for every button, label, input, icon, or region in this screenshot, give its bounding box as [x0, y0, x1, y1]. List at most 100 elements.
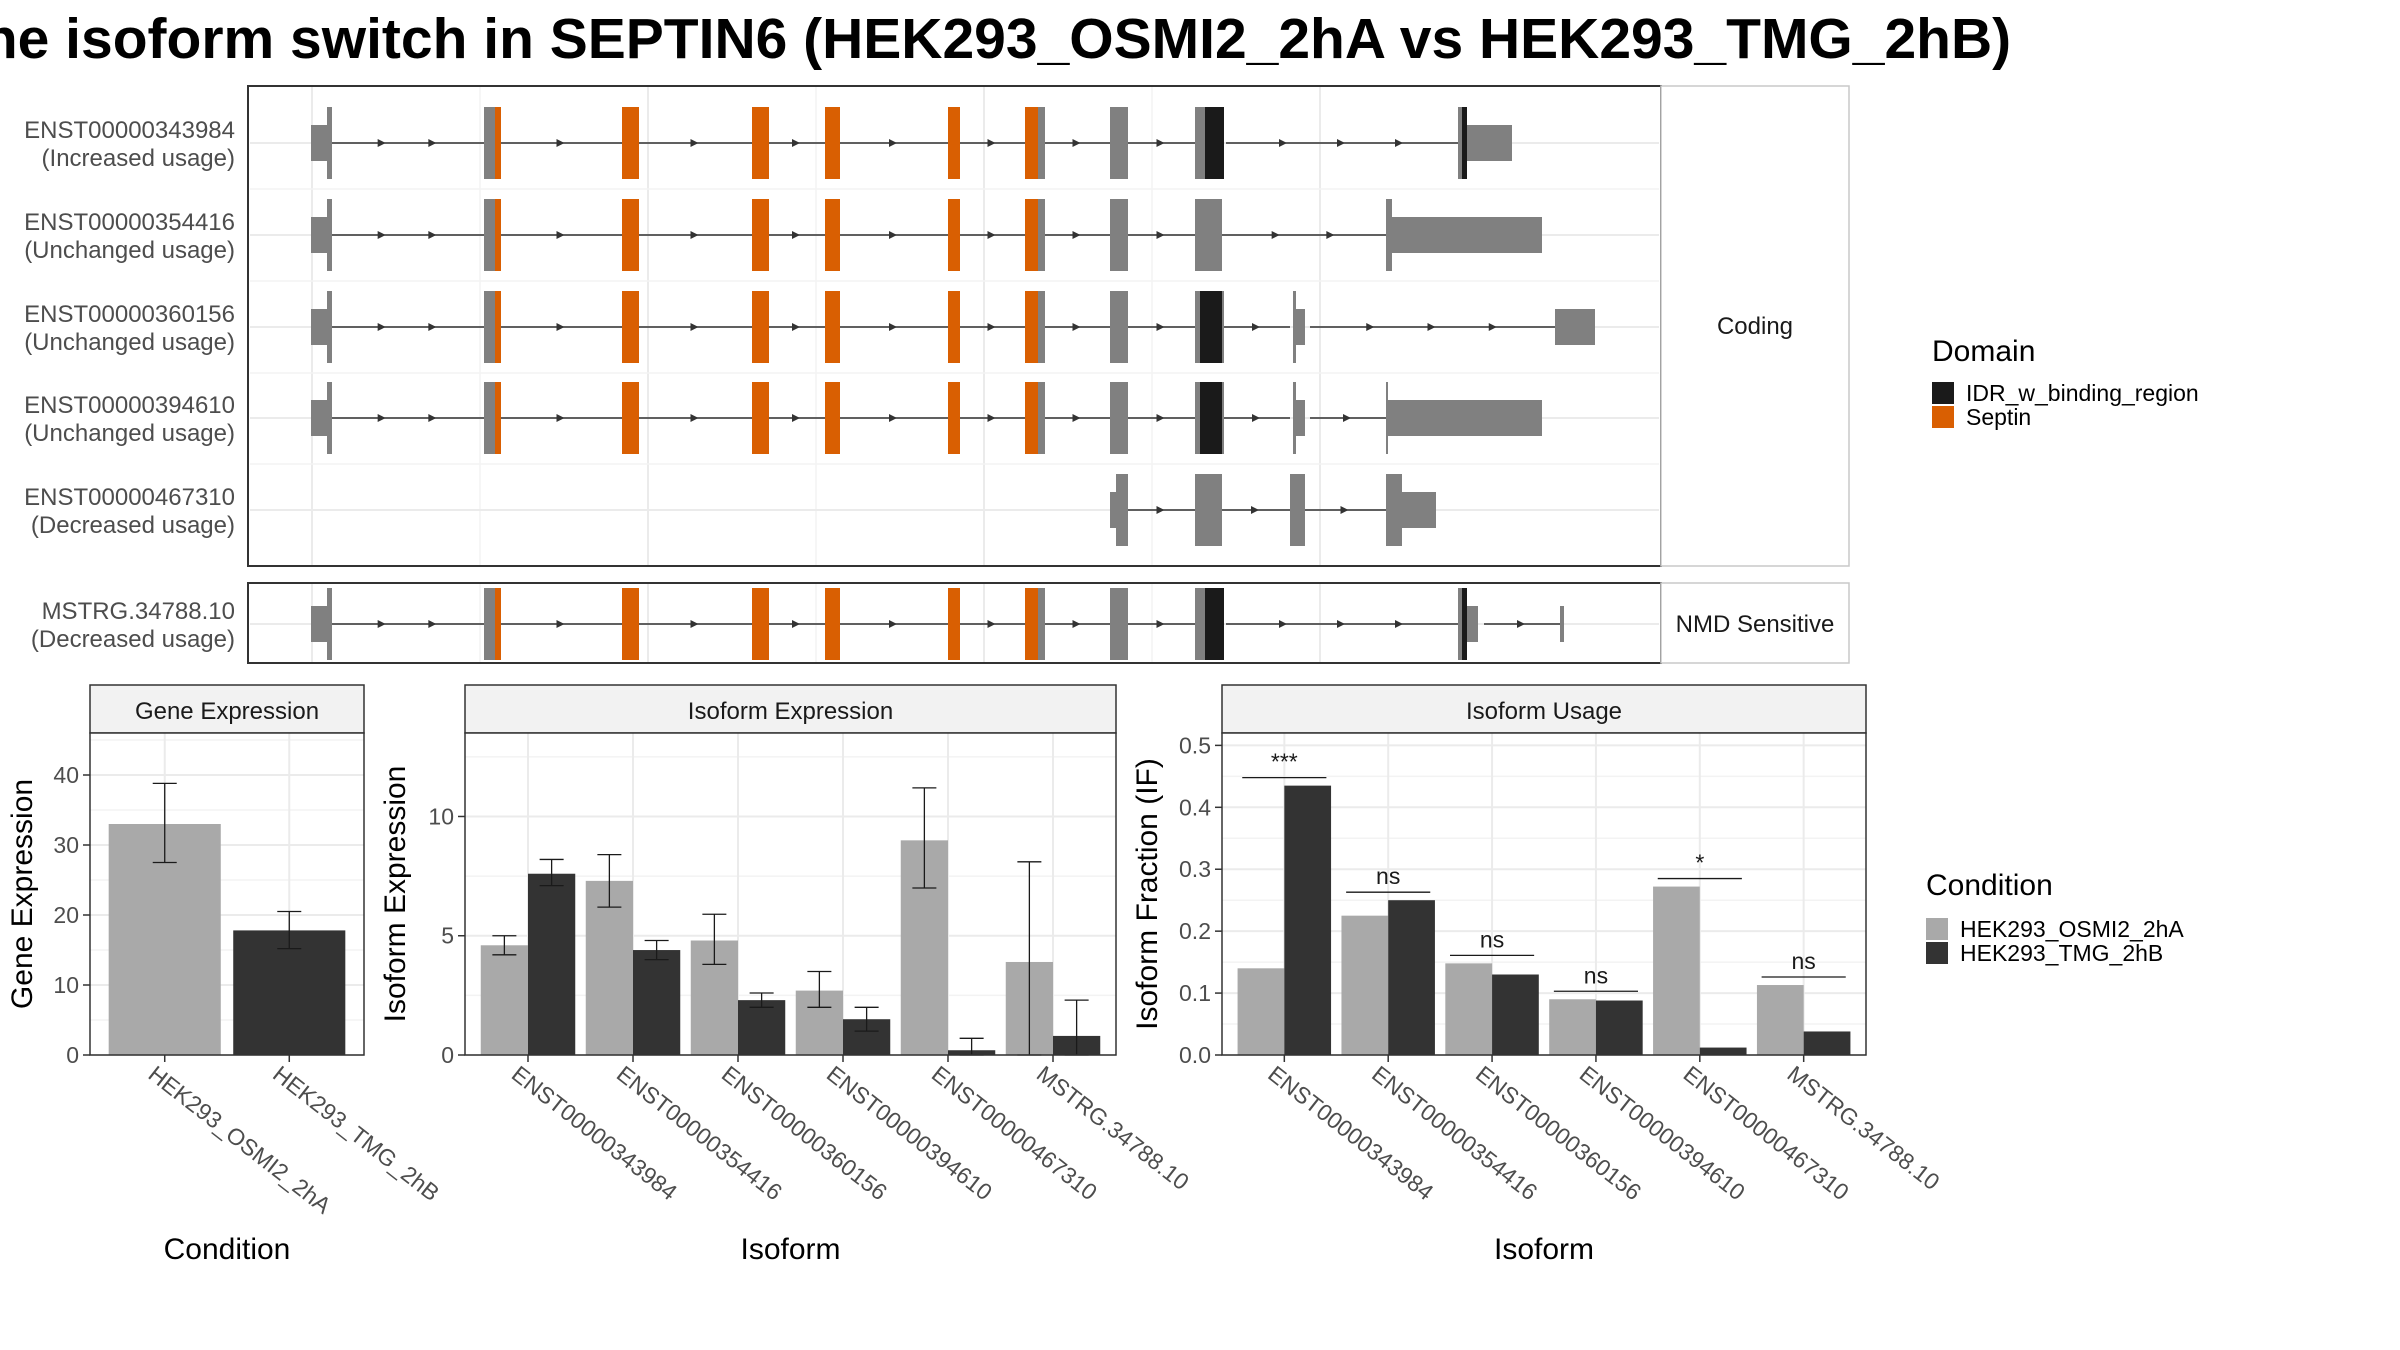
coding-exon	[1222, 382, 1224, 454]
intron-arrow	[690, 414, 699, 422]
y-tick-label: 0	[66, 1042, 79, 1068]
intron-arrow	[1271, 231, 1280, 239]
transcript-id-label: ENST00000394610	[24, 392, 235, 419]
coding-exon	[1195, 588, 1205, 660]
coding-exon	[484, 382, 495, 454]
intron-arrow	[1156, 139, 1165, 147]
utr-exon	[1402, 492, 1436, 528]
intron-arrow	[1072, 620, 1081, 628]
intron-arrow	[987, 231, 996, 239]
y-axis-title: Isoform Expression	[379, 766, 412, 1023]
panel-strip	[1221, 684, 1867, 734]
utr-exon	[1392, 217, 1542, 253]
idr-domain-exon	[1205, 107, 1224, 179]
y-tick-label: 40	[53, 762, 79, 788]
bar	[480, 945, 528, 1055]
septin-domain-exon	[1025, 107, 1038, 179]
panel-frame	[1221, 732, 1867, 1056]
x-axis-title: Isoform	[740, 1233, 840, 1266]
intron-arrow	[1072, 231, 1081, 239]
intron-arrow	[1488, 323, 1497, 331]
coding-exon	[1386, 474, 1402, 546]
y-tick-label: 0.0	[1179, 1042, 1211, 1068]
isoform-expression-chart: Isoform Expression0510ENST00000343984ENS…	[379, 684, 1194, 1266]
septin-domain-exon	[825, 382, 840, 454]
septin-domain-exon	[752, 588, 769, 660]
utr-exon	[311, 217, 327, 253]
y-tick-label: 10	[428, 803, 454, 829]
intron-arrow	[428, 620, 437, 628]
condition-legend-title: Condition	[1926, 869, 2053, 902]
coding-exon	[1110, 291, 1128, 363]
coding-exon	[1386, 382, 1388, 454]
intron-arrow	[1251, 506, 1259, 514]
septin-domain-exon	[825, 291, 840, 363]
coding-exon	[1038, 107, 1045, 179]
intron-arrow	[1343, 414, 1351, 422]
intron-arrow	[377, 139, 386, 147]
coding-exon	[327, 199, 332, 271]
x-axis-title: Isoform	[1494, 1233, 1594, 1266]
condition-legend-key	[1926, 918, 1948, 940]
intron-arrow	[889, 414, 897, 422]
intron-arrow	[377, 414, 386, 422]
septin-domain-exon	[1025, 588, 1038, 660]
coding-exon	[327, 107, 332, 179]
bar	[1653, 886, 1700, 1055]
intron-arrow	[428, 414, 437, 422]
septin-domain-exon	[495, 199, 501, 271]
panel-title: Gene Expression	[135, 698, 319, 725]
intron-arrow	[377, 231, 386, 239]
coding-exon	[1038, 199, 1045, 271]
septin-domain-exon	[1025, 291, 1038, 363]
intron-arrow	[690, 231, 699, 239]
intron-arrow	[1427, 323, 1436, 331]
utr-exon	[1296, 400, 1305, 436]
intron-arrow	[792, 231, 800, 239]
intron-arrow	[1156, 231, 1165, 239]
y-tick-label: 0.2	[1179, 918, 1211, 944]
intron-arrow	[1395, 139, 1403, 147]
coding-exon	[1293, 382, 1296, 454]
isoform-usage-chart: Isoform Usage 0.0 0.1 0.2 0.3 0.4 0.5 *** ns ns ns…	[1131, 684, 1945, 1266]
septin-domain-exon	[948, 588, 960, 660]
intron-arrow	[1337, 139, 1345, 147]
septin-domain-exon	[752, 107, 769, 179]
transcript-usage-label: (Decreased usage)	[31, 626, 235, 653]
domain-legend-label: Septin	[1966, 404, 2031, 430]
domain-legend-label: IDR_w_binding_region	[1966, 380, 2199, 406]
intron-arrow	[428, 231, 437, 239]
coding-exon	[1116, 474, 1128, 546]
coding-exon	[327, 588, 332, 660]
coding-exon	[1195, 107, 1205, 179]
coding-exon	[1110, 199, 1128, 271]
intron-arrow	[428, 323, 437, 331]
utr-exon	[1467, 606, 1478, 642]
utr-exon	[1388, 400, 1542, 436]
coding-exon	[327, 291, 332, 363]
septin-domain-exon	[495, 382, 501, 454]
y-tick-label: 30	[53, 832, 79, 858]
intron-arrow	[1366, 323, 1375, 331]
intron-arrow	[1156, 506, 1165, 514]
transcript-usage-label: (Decreased usage)	[31, 512, 235, 539]
coding-exon	[484, 588, 495, 660]
coding-exon	[1222, 291, 1224, 363]
condition-legend-key	[1926, 942, 1948, 964]
transcript-id-label: MSTRG.34788.10	[42, 598, 235, 625]
coding-exon	[1290, 474, 1305, 546]
y-tick-label: 0.3	[1179, 856, 1211, 882]
coding-exon	[1195, 291, 1200, 363]
panel-frame	[89, 732, 365, 1056]
septin-domain-exon	[622, 588, 639, 660]
idr-domain-exon	[1205, 588, 1224, 660]
intron-arrow	[1337, 620, 1345, 628]
transcript-usage-label: (Unchanged usage)	[24, 237, 235, 264]
coding-exon	[1110, 382, 1128, 454]
bar	[1284, 785, 1332, 1055]
condition-legend-label: HEK293_OSMI2_2hA	[1960, 916, 2184, 942]
significance-label: ns	[1584, 962, 1608, 988]
intron-arrow	[889, 231, 897, 239]
bar	[738, 1000, 786, 1055]
